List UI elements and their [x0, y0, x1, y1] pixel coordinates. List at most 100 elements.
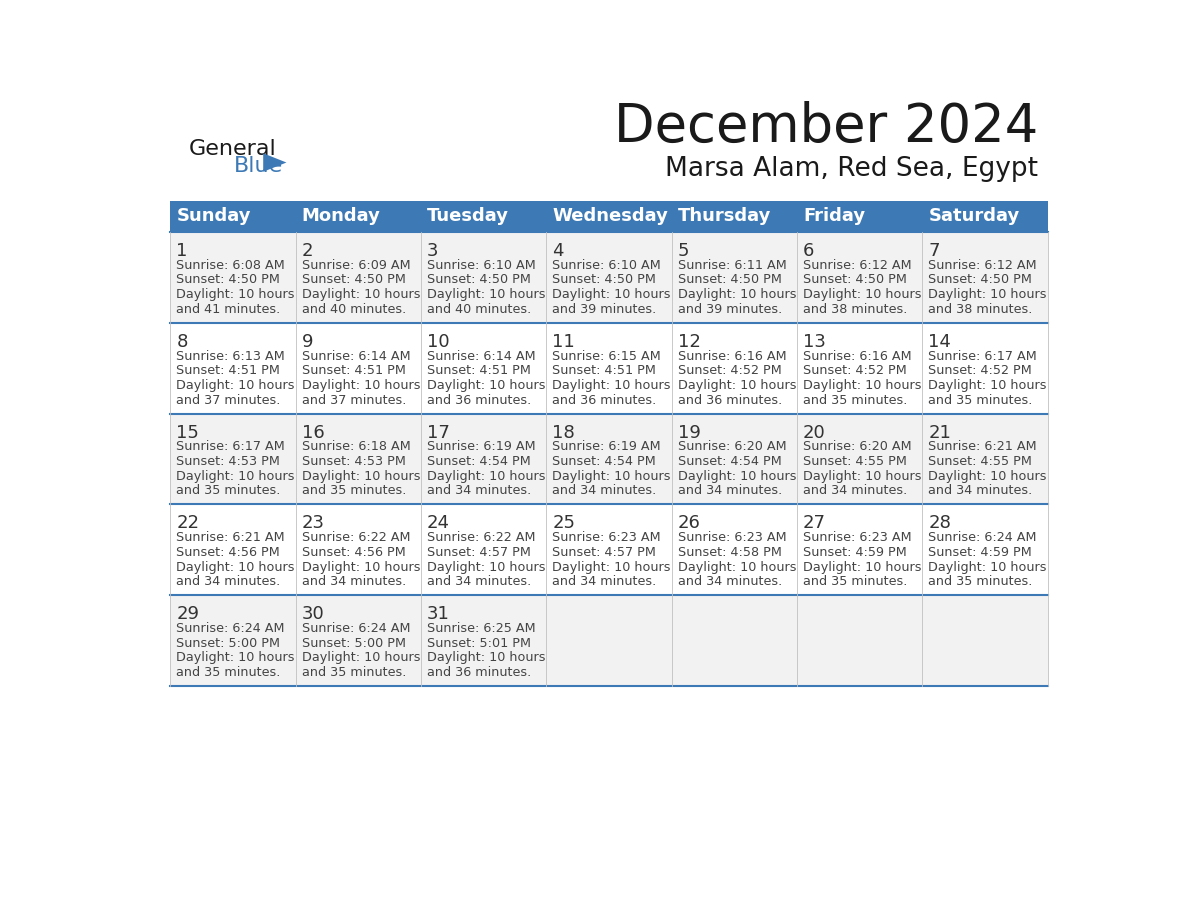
Text: Sunset: 4:55 PM: Sunset: 4:55 PM	[928, 455, 1032, 468]
Text: 3: 3	[426, 241, 438, 260]
Text: Sunrise: 6:20 AM: Sunrise: 6:20 AM	[803, 441, 911, 453]
Text: Daylight: 10 hours: Daylight: 10 hours	[677, 379, 796, 392]
Text: and 35 minutes.: and 35 minutes.	[302, 666, 406, 679]
Text: Sunset: 4:56 PM: Sunset: 4:56 PM	[176, 546, 280, 559]
Text: 8: 8	[176, 332, 188, 351]
Text: Sunrise: 6:08 AM: Sunrise: 6:08 AM	[176, 259, 285, 272]
Text: December 2024: December 2024	[614, 100, 1038, 152]
Text: Sunset: 4:59 PM: Sunset: 4:59 PM	[928, 546, 1032, 559]
Text: 1: 1	[176, 241, 188, 260]
Text: Sunrise: 6:11 AM: Sunrise: 6:11 AM	[677, 259, 786, 272]
Text: Daylight: 10 hours: Daylight: 10 hours	[426, 561, 545, 574]
Text: and 34 minutes.: and 34 minutes.	[552, 485, 657, 498]
Bar	[170, 201, 1048, 232]
Text: and 36 minutes.: and 36 minutes.	[426, 666, 531, 679]
Text: Daylight: 10 hours: Daylight: 10 hours	[928, 470, 1047, 483]
Text: Sunrise: 6:13 AM: Sunrise: 6:13 AM	[176, 350, 285, 363]
Text: and 34 minutes.: and 34 minutes.	[426, 576, 531, 588]
Text: and 34 minutes.: and 34 minutes.	[426, 485, 531, 498]
Text: 28: 28	[928, 514, 952, 532]
Text: Sunset: 4:50 PM: Sunset: 4:50 PM	[176, 274, 280, 286]
Text: Sunrise: 6:24 AM: Sunrise: 6:24 AM	[928, 532, 1037, 544]
Text: Sunset: 4:55 PM: Sunset: 4:55 PM	[803, 455, 906, 468]
Text: 12: 12	[677, 332, 701, 351]
Text: Sunset: 4:50 PM: Sunset: 4:50 PM	[552, 274, 656, 286]
Bar	[170, 413, 1048, 504]
Text: 30: 30	[302, 605, 324, 623]
Text: and 34 minutes.: and 34 minutes.	[302, 576, 406, 588]
Text: and 38 minutes.: and 38 minutes.	[803, 303, 908, 316]
Text: Sunrise: 6:21 AM: Sunrise: 6:21 AM	[176, 532, 285, 544]
Text: Daylight: 10 hours: Daylight: 10 hours	[677, 561, 796, 574]
Text: Thursday: Thursday	[677, 207, 771, 226]
Text: Sunset: 4:53 PM: Sunset: 4:53 PM	[302, 455, 405, 468]
Text: and 38 minutes.: and 38 minutes.	[928, 303, 1032, 316]
Text: Sunset: 4:57 PM: Sunset: 4:57 PM	[426, 546, 531, 559]
Text: Sunset: 4:52 PM: Sunset: 4:52 PM	[803, 364, 906, 377]
Text: Sunset: 4:54 PM: Sunset: 4:54 PM	[552, 455, 656, 468]
Text: 6: 6	[803, 241, 815, 260]
Text: Daylight: 10 hours: Daylight: 10 hours	[677, 288, 796, 301]
Text: Sunrise: 6:19 AM: Sunrise: 6:19 AM	[426, 441, 536, 453]
Text: Sunrise: 6:19 AM: Sunrise: 6:19 AM	[552, 441, 661, 453]
Text: Sunrise: 6:20 AM: Sunrise: 6:20 AM	[677, 441, 786, 453]
Text: and 35 minutes.: and 35 minutes.	[176, 666, 280, 679]
Text: Daylight: 10 hours: Daylight: 10 hours	[176, 561, 295, 574]
Text: and 34 minutes.: and 34 minutes.	[176, 576, 280, 588]
Text: and 34 minutes.: and 34 minutes.	[677, 576, 782, 588]
Text: Sunset: 4:54 PM: Sunset: 4:54 PM	[677, 455, 782, 468]
Text: Sunrise: 6:23 AM: Sunrise: 6:23 AM	[552, 532, 661, 544]
Text: Tuesday: Tuesday	[426, 207, 508, 226]
Text: Sunrise: 6:25 AM: Sunrise: 6:25 AM	[426, 622, 536, 635]
Text: Sunrise: 6:24 AM: Sunrise: 6:24 AM	[302, 622, 410, 635]
Text: Daylight: 10 hours: Daylight: 10 hours	[426, 470, 545, 483]
Text: Sunset: 4:53 PM: Sunset: 4:53 PM	[176, 455, 280, 468]
Text: 20: 20	[803, 423, 826, 442]
Text: Sunrise: 6:21 AM: Sunrise: 6:21 AM	[928, 441, 1037, 453]
Text: Sunset: 4:51 PM: Sunset: 4:51 PM	[176, 364, 280, 377]
Text: and 34 minutes.: and 34 minutes.	[552, 576, 657, 588]
Text: 15: 15	[176, 423, 200, 442]
Text: Monday: Monday	[302, 207, 380, 226]
Text: 7: 7	[928, 241, 940, 260]
Text: Marsa Alam, Red Sea, Egypt: Marsa Alam, Red Sea, Egypt	[665, 156, 1038, 182]
Text: and 35 minutes.: and 35 minutes.	[803, 576, 908, 588]
Text: Daylight: 10 hours: Daylight: 10 hours	[302, 561, 421, 574]
Text: and 36 minutes.: and 36 minutes.	[677, 394, 782, 407]
Text: Sunset: 4:56 PM: Sunset: 4:56 PM	[302, 546, 405, 559]
Text: Sunset: 4:59 PM: Sunset: 4:59 PM	[803, 546, 906, 559]
Bar	[170, 504, 1048, 595]
Text: Daylight: 10 hours: Daylight: 10 hours	[677, 470, 796, 483]
Text: Daylight: 10 hours: Daylight: 10 hours	[302, 288, 421, 301]
Text: 27: 27	[803, 514, 826, 532]
Text: Daylight: 10 hours: Daylight: 10 hours	[928, 379, 1047, 392]
Bar	[170, 323, 1048, 413]
Text: Sunrise: 6:09 AM: Sunrise: 6:09 AM	[302, 259, 410, 272]
Text: Daylight: 10 hours: Daylight: 10 hours	[176, 288, 295, 301]
Text: Sunrise: 6:14 AM: Sunrise: 6:14 AM	[426, 350, 536, 363]
Text: Sunrise: 6:14 AM: Sunrise: 6:14 AM	[302, 350, 410, 363]
Text: Sunrise: 6:24 AM: Sunrise: 6:24 AM	[176, 622, 285, 635]
Text: 16: 16	[302, 423, 324, 442]
Text: Sunday: Sunday	[176, 207, 251, 226]
Text: Sunrise: 6:15 AM: Sunrise: 6:15 AM	[552, 350, 662, 363]
Text: Sunset: 5:00 PM: Sunset: 5:00 PM	[176, 637, 280, 650]
Text: Sunset: 4:54 PM: Sunset: 4:54 PM	[426, 455, 531, 468]
Text: and 35 minutes.: and 35 minutes.	[302, 485, 406, 498]
Text: Saturday: Saturday	[928, 207, 1019, 226]
Text: 19: 19	[677, 423, 701, 442]
Text: Daylight: 10 hours: Daylight: 10 hours	[426, 288, 545, 301]
Text: Daylight: 10 hours: Daylight: 10 hours	[552, 561, 671, 574]
Text: and 39 minutes.: and 39 minutes.	[552, 303, 657, 316]
Text: Sunset: 4:52 PM: Sunset: 4:52 PM	[928, 364, 1032, 377]
Text: Sunrise: 6:22 AM: Sunrise: 6:22 AM	[426, 532, 536, 544]
Bar	[170, 595, 1048, 686]
Text: Sunset: 4:50 PM: Sunset: 4:50 PM	[928, 274, 1032, 286]
Text: Sunrise: 6:17 AM: Sunrise: 6:17 AM	[928, 350, 1037, 363]
Text: 2: 2	[302, 241, 314, 260]
Text: Daylight: 10 hours: Daylight: 10 hours	[803, 288, 922, 301]
Text: and 34 minutes.: and 34 minutes.	[677, 485, 782, 498]
Text: Sunrise: 6:23 AM: Sunrise: 6:23 AM	[677, 532, 786, 544]
Text: Daylight: 10 hours: Daylight: 10 hours	[302, 379, 421, 392]
Text: Daylight: 10 hours: Daylight: 10 hours	[803, 561, 922, 574]
